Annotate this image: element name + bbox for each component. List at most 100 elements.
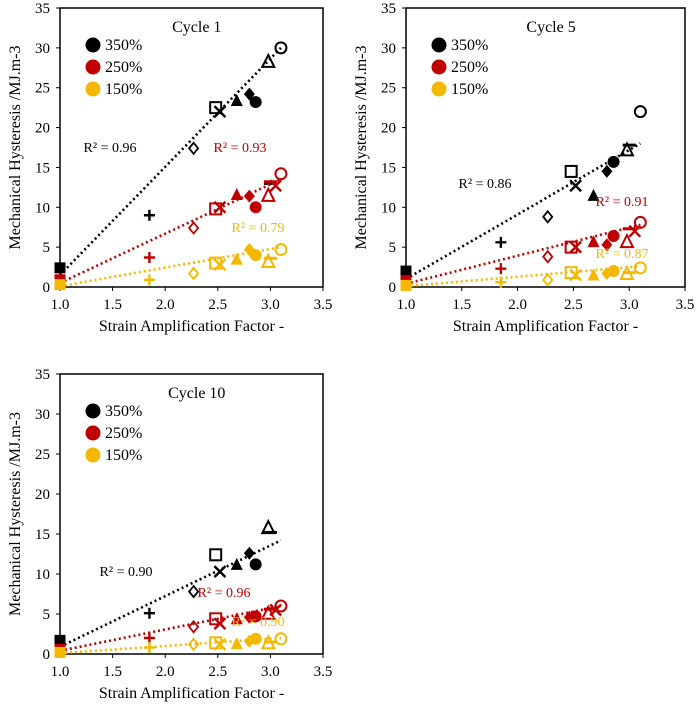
data-point-350 — [601, 164, 613, 178]
r2-label-150: R² = 0.90 — [232, 615, 285, 630]
chart-panel-3: 0 5 10 15 20 25 30 35 1.0 1.5 2.0 2.5 3.0 3.5 Strain A… — [7, 367, 332, 702]
y-tick-label: 10 — [35, 200, 50, 216]
data-point-350 — [187, 141, 200, 156]
chart-title: Cycle 10 — [168, 385, 225, 402]
r2-label-350: R² = 0.90 — [100, 565, 153, 580]
data-point-150 — [542, 272, 554, 287]
trendline-150 — [405, 264, 641, 288]
y-tick-label: 25 — [35, 81, 50, 97]
trendline-150 — [59, 245, 282, 288]
data-point-250 — [187, 619, 200, 634]
legend-label-150: 150% — [451, 81, 488, 98]
data-point-350 — [249, 96, 262, 109]
chart-title: Cycle 5 — [526, 19, 575, 36]
y-tick-label: 35 — [35, 1, 50, 17]
data-point-350 — [619, 141, 635, 157]
r2-label-350: R² = 0.96 — [84, 141, 137, 156]
data-point-150 — [400, 279, 412, 291]
data-point-350 — [230, 557, 243, 570]
series-150: R² = 0.87 — [400, 247, 649, 291]
y-tick-label: 5 — [43, 607, 51, 623]
x-tick-label: 3.5 — [314, 664, 333, 680]
x-tick-label: 1.5 — [103, 297, 122, 313]
data-point-150 — [230, 252, 243, 265]
data-point-350 — [607, 155, 620, 168]
x-tick-label: 2.5 — [208, 297, 227, 313]
r2-label-150: R² = 0.87 — [596, 247, 649, 262]
data-point-250 — [269, 603, 283, 617]
plot-frame — [59, 7, 324, 288]
x-tick-label: 3.0 — [261, 664, 280, 680]
x-tick-label: 2.5 — [208, 664, 227, 680]
legend-label-350: 350% — [105, 403, 142, 420]
y-tick-label: 0 — [43, 647, 51, 663]
x-axis-label: Strain Amplification Factor - — [99, 318, 284, 335]
data-point-350 — [187, 584, 200, 599]
y-tick-label: 0 — [389, 280, 397, 296]
data-point-150 — [274, 243, 288, 257]
legend-marker-150 — [431, 81, 447, 97]
y-tick-label: 30 — [35, 407, 50, 423]
legend-marker-250 — [85, 425, 101, 441]
y-tick-label: 20 — [35, 487, 50, 503]
data-point-350 — [249, 558, 262, 571]
data-point-350 — [143, 607, 155, 619]
data-point-350 — [54, 262, 66, 274]
data-point-150 — [633, 261, 647, 275]
series-350: R² = 0.90 — [54, 518, 282, 648]
x-tick-label: 2.5 — [564, 297, 583, 313]
data-point-250 — [230, 612, 243, 625]
data-point-150 — [274, 632, 288, 646]
data-point-150 — [187, 637, 200, 652]
series-350: R² = 0.86 — [400, 105, 647, 281]
legend-marker-150 — [85, 447, 101, 463]
data-point-250 — [619, 232, 635, 249]
data-point-250 — [249, 610, 262, 623]
y-tick-label: 15 — [35, 160, 50, 176]
data-point-350 — [274, 41, 288, 55]
x-tick-label: 3.0 — [620, 297, 639, 313]
data-point-150 — [249, 249, 262, 262]
data-point-250 — [495, 263, 507, 275]
x-tick-label: 3.5 — [676, 297, 695, 313]
data-point-150 — [230, 637, 243, 650]
series-350: R² = 0.96 — [54, 41, 288, 276]
x-tick-label: 3.5 — [314, 297, 333, 313]
x-tick-label: 1.5 — [452, 297, 471, 313]
data-point-250 — [213, 617, 227, 630]
data-point-350 — [587, 188, 600, 201]
x-tick-label: 1.0 — [51, 664, 70, 680]
data-point-250 — [249, 201, 262, 214]
trendline-250 — [405, 223, 641, 286]
data-point-350 — [495, 236, 507, 248]
data-point-250 — [143, 632, 155, 644]
y-tick-label: 30 — [35, 41, 50, 57]
chart-panel-2: 0 5 10 15 20 25 30 35 1.0 1.5 2.0 2.5 3.0 3.5 Strain A… — [353, 1, 694, 335]
legend-label-150: 150% — [105, 447, 142, 464]
y-tick-label: 35 — [381, 1, 396, 17]
x-axis-label: Strain Amplification Factor - — [453, 318, 638, 335]
trendline-150 — [59, 636, 282, 655]
r2-label-150: R² = 0.79 — [232, 221, 285, 236]
y-tick-label: 25 — [35, 447, 50, 463]
series-250: R² = 0.93 — [54, 141, 288, 286]
data-point-150 — [213, 258, 227, 272]
data-point-350 — [243, 546, 255, 560]
data-point-250 — [633, 215, 647, 229]
series-250: R² = 0.91 — [400, 195, 649, 287]
data-point-250 — [542, 249, 554, 264]
chart-title: Cycle 1 — [172, 19, 221, 36]
data-point-150 — [143, 274, 155, 286]
r2-label-250: R² = 0.96 — [198, 586, 251, 601]
data-point-150 — [187, 266, 200, 281]
data-point-350 — [143, 209, 155, 221]
data-point-150 — [143, 642, 155, 654]
legend-marker-350 — [85, 403, 101, 419]
data-point-250 — [187, 221, 200, 235]
data-point-150 — [54, 646, 66, 658]
r2-label-250: R² = 0.91 — [596, 195, 649, 210]
trendline-250 — [59, 178, 282, 285]
data-point-250 — [601, 238, 613, 252]
legend-marker-350 — [85, 37, 101, 53]
data-point-150 — [569, 268, 582, 282]
